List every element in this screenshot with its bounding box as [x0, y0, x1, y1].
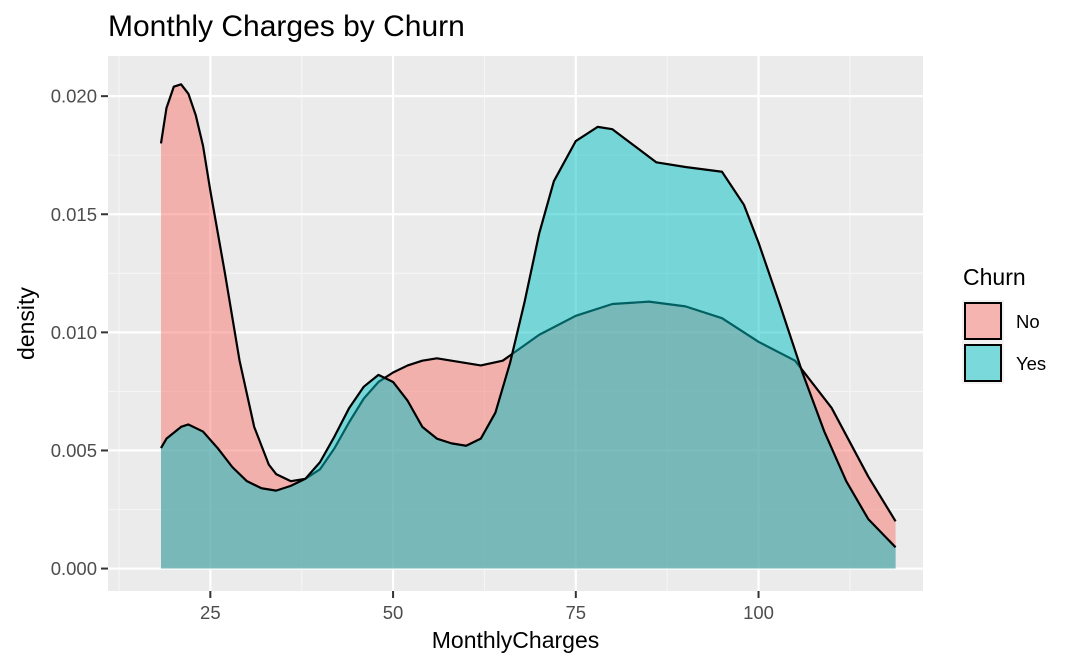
- legend-title: Churn: [963, 264, 1026, 290]
- y-tick-label: 0.010: [51, 322, 97, 343]
- y-tick-label: 0.005: [51, 440, 97, 461]
- x-tick-label: 75: [566, 602, 587, 623]
- legend-label-yes: Yes: [1016, 353, 1046, 374]
- x-tick-label: 100: [743, 602, 774, 623]
- legend-key-no: [964, 302, 1002, 340]
- y-axis: 0.000 0.005 0.010 0.015 0.020: [51, 86, 108, 579]
- y-axis-label: density: [13, 287, 39, 360]
- x-tick-label: 25: [200, 602, 221, 623]
- x-axis: 25 50 75 100: [200, 591, 774, 623]
- density-area-yes: [160, 126, 896, 569]
- legend: Churn No Yes: [962, 264, 1046, 384]
- legend-label-no: No: [1016, 311, 1040, 332]
- chart-title: Monthly Charges by Churn: [108, 10, 465, 43]
- density-line-yes: [160, 125, 897, 549]
- y-tick-label: 0.000: [51, 558, 97, 579]
- legend-key-yes: [964, 344, 1002, 382]
- density-areas: [159, 83, 897, 569]
- y-tick-label: 0.020: [51, 86, 97, 107]
- x-tick-label: 50: [383, 602, 404, 623]
- x-axis-label: MonthlyCharges: [432, 627, 599, 653]
- y-tick-label: 0.015: [51, 204, 97, 225]
